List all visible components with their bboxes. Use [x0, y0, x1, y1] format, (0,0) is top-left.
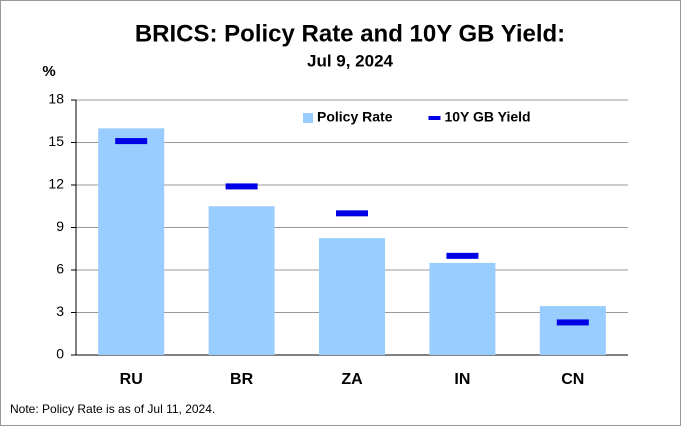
x-tick-label: ZA: [341, 371, 363, 388]
y-tick-label: 9: [56, 218, 64, 234]
yield-marker: [115, 138, 148, 145]
y-tick-label: 6: [56, 261, 64, 277]
bar: [208, 206, 275, 355]
y-tick-label: 0: [56, 346, 64, 362]
legend-swatch: [428, 116, 441, 120]
x-tick-label: IN: [454, 371, 470, 388]
legend-swatch: [303, 113, 313, 123]
bar: [539, 306, 606, 355]
x-tick-label: CN: [561, 371, 584, 388]
y-tick-label: 18: [48, 91, 64, 107]
bar: [319, 238, 385, 355]
legend-label: Policy Rate: [317, 109, 393, 125]
yield-marker: [446, 252, 479, 259]
legend-label: 10Y GB Yield: [444, 109, 530, 125]
yield-marker: [336, 210, 368, 217]
x-tick-label: RU: [120, 371, 143, 388]
yield-marker: [225, 183, 258, 190]
y-axis-label: %: [42, 63, 55, 80]
chart-title: BRICS: Policy Rate and 10Y GB Yield:: [135, 20, 565, 47]
y-tick-label: 3: [56, 303, 64, 319]
bar: [429, 262, 496, 355]
chart-subtitle: Jul 9, 2024: [307, 51, 394, 70]
bar: [98, 128, 165, 355]
y-tick-label: 12: [48, 176, 64, 192]
x-tick-label: BR: [230, 371, 254, 388]
yield-marker: [556, 319, 589, 326]
y-tick-label: 15: [48, 133, 64, 149]
note: Note: Policy Rate is as of Jul 11, 2024.: [10, 402, 215, 416]
